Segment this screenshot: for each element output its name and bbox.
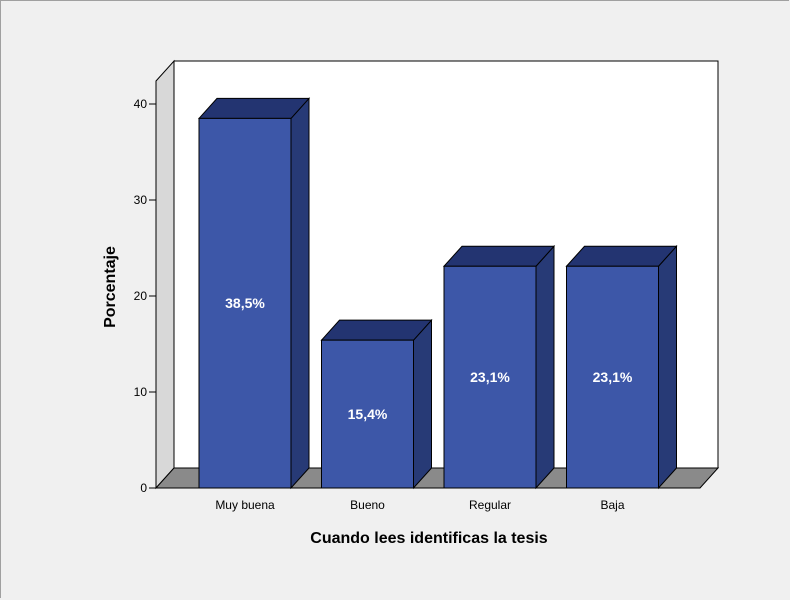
y-axis-ticks: [149, 103, 156, 489]
chart-side-wall: [155, 59, 175, 490]
data-label-2: 23,1%: [470, 369, 510, 385]
data-label-1: 15,4%: [348, 406, 388, 422]
x-tick-label-3: Baja: [600, 498, 624, 512]
bar-top-3: [565, 245, 678, 267]
y-tick-label-30: 30: [134, 193, 148, 207]
x-tick-label-1: Bueno: [350, 498, 385, 512]
bar-top-1: [320, 319, 433, 341]
y-tick-label-10: 10: [134, 385, 148, 399]
bar-side-2: [535, 244, 555, 490]
bar-front-0: [198, 117, 292, 489]
bar-side-0: [290, 97, 310, 490]
bar-2: 23,1%: [442, 244, 556, 490]
y-tick-label-20: 20: [134, 289, 148, 303]
bar-top-2: [442, 245, 556, 267]
bar-front-1: [321, 339, 414, 489]
bar-front-3: [566, 265, 659, 489]
data-label-3: 23,1%: [593, 369, 633, 385]
bar-side-3: [658, 244, 677, 490]
x-tick-label-0: Muy buena: [215, 498, 275, 512]
bar-3: 23,1%: [565, 244, 678, 490]
y-tick-label-0: 0: [140, 481, 147, 495]
y-axis-tick-labels: 0 10 20 30 40: [134, 97, 148, 495]
x-axis-tick-labels: Muy buena Bueno Regular Baja: [215, 498, 625, 512]
x-axis-title: Cuando lees identificas la tesis: [310, 530, 548, 547]
data-label-0: 38,5%: [225, 295, 265, 311]
y-tick-label-40: 40: [134, 97, 148, 111]
bar-side-1: [413, 318, 432, 490]
bar-top-0: [197, 97, 311, 119]
bar-front-2: [443, 265, 537, 489]
y-axis-title: Porcentaje: [102, 246, 119, 328]
bars: 38,5% 15,4% 23,1% 23,1%: [197, 97, 678, 490]
bar-0: 38,5%: [197, 97, 311, 490]
x-tick-label-2: Regular: [469, 498, 511, 512]
bar-1: 15,4%: [320, 318, 433, 490]
